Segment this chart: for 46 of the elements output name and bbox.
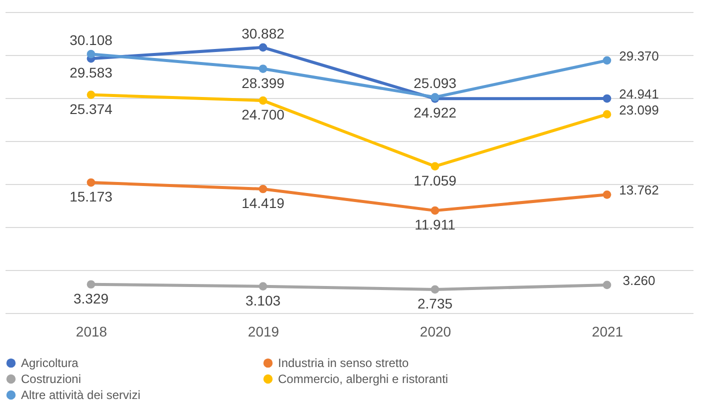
data-label: 3.329 <box>73 290 109 306</box>
point <box>86 50 96 58</box>
data-label: 15.173 <box>70 188 113 205</box>
data-label: 3.260 <box>622 272 656 288</box>
x-tick-label: 2019 <box>248 324 280 340</box>
data-label: 11.911 <box>414 216 456 233</box>
point <box>602 94 612 103</box>
data-label: 25.374 <box>70 100 113 117</box>
point <box>86 178 96 187</box>
data-label: 30.882 <box>242 25 285 42</box>
x-tick-label: 2020 <box>420 324 452 340</box>
data-label: 24.941 <box>619 86 659 102</box>
data-label: 13.762 <box>619 182 659 198</box>
point <box>258 184 268 194</box>
x-tick-label: 2018 <box>76 324 108 340</box>
data-label: 29.370 <box>619 48 659 64</box>
data-label: 14.419 <box>242 194 285 211</box>
data-label: 24.922 <box>414 104 457 121</box>
data-label: 25.093 <box>414 75 457 92</box>
x-tick-label: 2021 <box>592 324 624 340</box>
point <box>602 190 612 199</box>
legend-label: Industria in senso stretto <box>278 356 410 370</box>
data-label: 3.103 <box>245 292 281 308</box>
data-label: 24.700 <box>242 106 285 123</box>
point <box>258 43 268 52</box>
legend-label: Altre attività dei servizi <box>21 388 140 402</box>
point <box>430 162 440 170</box>
point <box>86 90 96 99</box>
legend-label: Costruzioni <box>21 372 82 386</box>
legend-label: Agricoltura <box>21 356 79 370</box>
point <box>258 282 268 290</box>
data-label: 17.059 <box>414 172 457 188</box>
point <box>86 280 96 289</box>
data-label: 2.735 <box>417 295 453 312</box>
point <box>602 110 612 119</box>
point <box>602 56 612 65</box>
point <box>430 206 440 215</box>
data-label: 23.099 <box>619 102 659 118</box>
legend-label: Commercio, alberghi e ristoranti <box>278 372 448 386</box>
point <box>258 96 268 105</box>
data-label: 28.399 <box>242 74 285 91</box>
point <box>430 285 440 294</box>
data-label: 30.108 <box>70 32 113 48</box>
point <box>258 64 268 73</box>
point <box>602 280 612 290</box>
data-label: 29.583 <box>70 64 113 81</box>
